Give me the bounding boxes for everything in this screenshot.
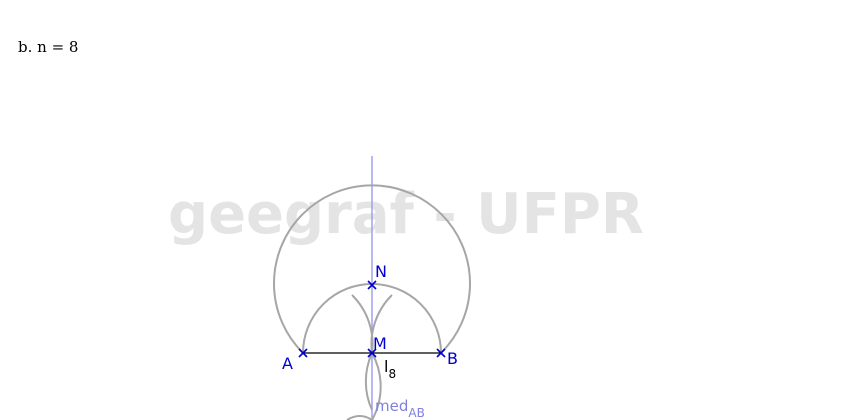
point-b-label: B — [447, 349, 458, 368]
watermark: geegraf - UFPR — [168, 182, 644, 247]
point-m-label: M — [373, 334, 387, 353]
segment-length-sub: 8 — [388, 367, 396, 381]
point-m-marker — [367, 348, 377, 358]
point-a-label: A — [282, 354, 293, 373]
bisector-label-main: med — [375, 397, 408, 415]
point-b-marker — [436, 348, 446, 358]
point-n-label: N — [375, 262, 387, 281]
caption: b. n = 8 — [18, 38, 79, 56]
circumcircle-arc — [273, 184, 471, 354]
bisector-label: medAB — [375, 397, 425, 420]
bisector-label-sub: AB — [408, 406, 424, 420]
segment-length-main: l — [384, 357, 388, 376]
point-n-marker — [367, 280, 377, 290]
point-a-marker — [298, 348, 308, 358]
segment-length-label: l8 — [384, 357, 396, 381]
arc-centered-a-bottom — [346, 415, 373, 420]
